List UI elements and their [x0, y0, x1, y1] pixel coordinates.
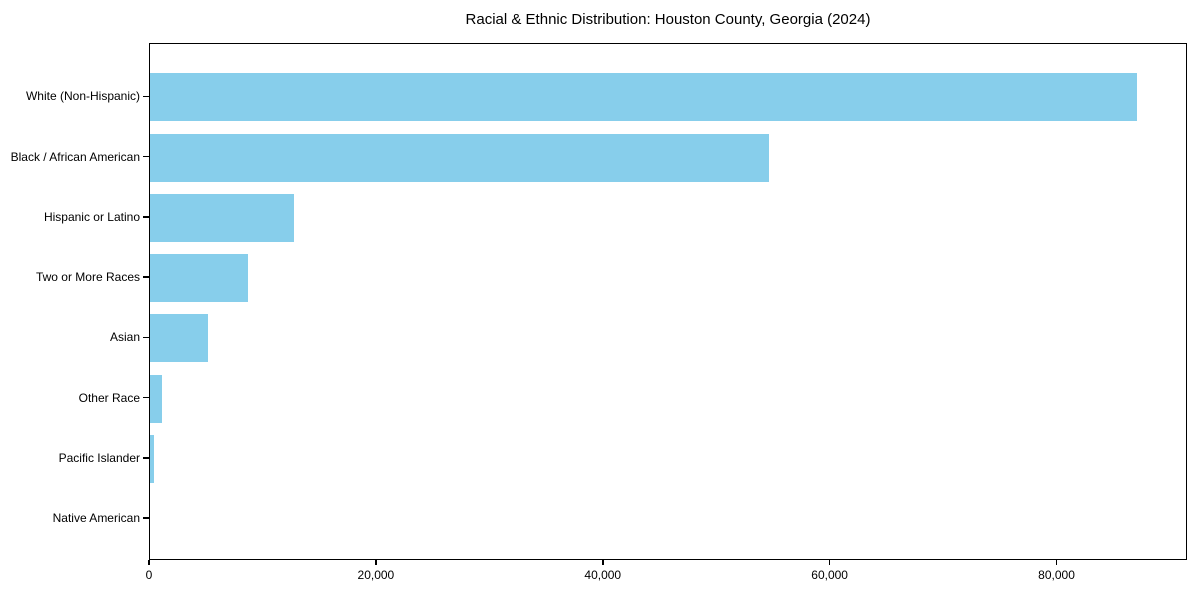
x-tick-mark — [1055, 560, 1058, 565]
y-tick-mark — [143, 457, 149, 459]
y-axis-label-native-american: Native American — [52, 511, 140, 526]
y-tick-mark — [143, 517, 149, 519]
bar-white-non-hispanic — [150, 73, 1137, 122]
plot-area — [149, 43, 1187, 560]
y-tick-mark — [143, 155, 149, 158]
bar-two-or-more-races — [150, 254, 248, 303]
y-axis-label-two-or-more-races: Two or More Races — [35, 270, 140, 285]
bar-hispanic-or-latino — [150, 193, 295, 242]
x-tick-label-80-000: 80,000 — [1038, 568, 1075, 582]
x-tick-label-60-000: 60,000 — [811, 568, 848, 582]
chart-title: Racial & Ethnic Distribution: Houston Co… — [465, 11, 871, 28]
y-axis-label-asian: Asian — [109, 330, 140, 345]
y-axis-label-pacific-islander: Pacific Islander — [58, 450, 140, 465]
x-tick-mark — [602, 560, 604, 565]
y-axis-label-white-non-hispanic: White (Non-Hispanic) — [25, 89, 140, 104]
y-axis-label-other-race: Other Race — [78, 390, 140, 405]
y-tick-mark — [143, 216, 149, 218]
y-tick-mark — [143, 396, 149, 399]
x-tick-label-0: 0 — [145, 568, 153, 582]
y-tick-mark — [143, 95, 149, 98]
y-tick-mark — [143, 336, 149, 339]
y-axis-label-black-african-american: Black / African American — [10, 149, 140, 164]
bar-asian — [150, 314, 208, 363]
x-tick-mark — [828, 560, 831, 565]
bar-other-race — [150, 374, 163, 423]
x-tick-mark — [148, 560, 150, 565]
bar-black-african-american — [150, 133, 770, 182]
y-axis-label-hispanic-or-latino: Hispanic or Latino — [43, 209, 140, 224]
x-tick-mark — [375, 560, 377, 565]
x-tick-label-40-000: 40,000 — [584, 568, 622, 582]
bar-pacific-islander — [150, 434, 154, 483]
x-tick-label-20-000: 20,000 — [357, 568, 395, 582]
y-tick-mark — [143, 276, 149, 278]
y-axis-labels: White (Non-Hispanic) Black / African Amer… — [0, 43, 140, 560]
